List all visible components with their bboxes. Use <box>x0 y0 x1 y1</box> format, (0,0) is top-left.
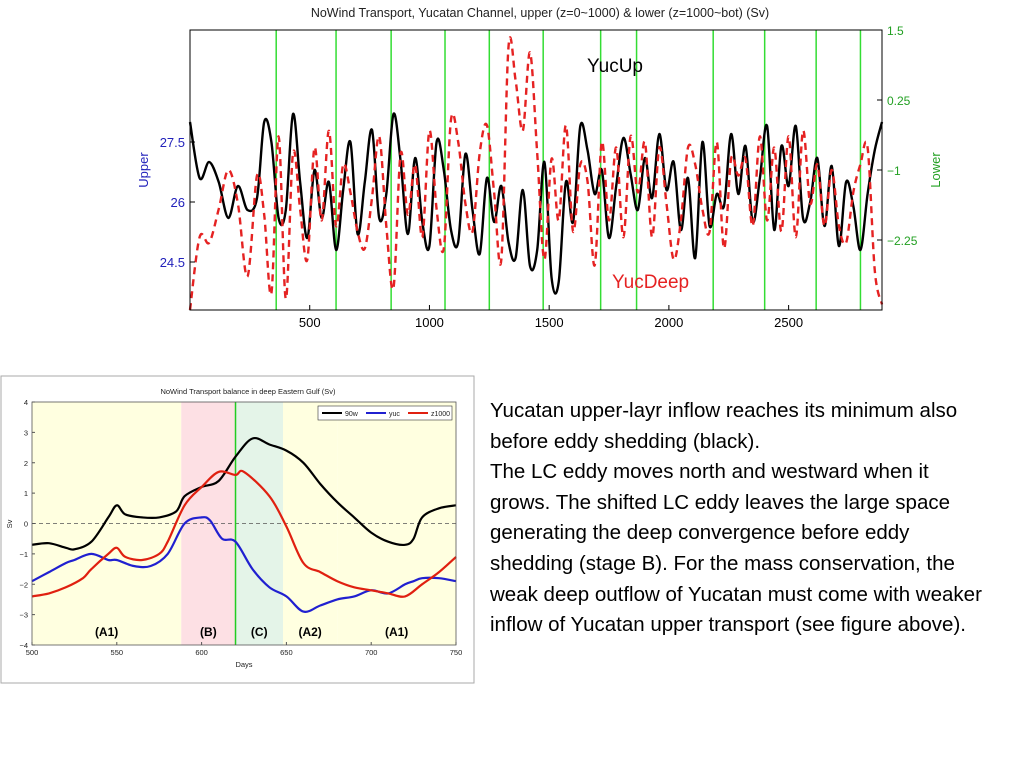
right-tick-label: 0.25 <box>887 94 911 108</box>
yucup-label: YucUp <box>587 56 643 77</box>
legend-label-90w: 90w <box>345 411 359 418</box>
yucdeep-label: YucDeep <box>612 272 689 293</box>
upper-lower-transport-chart: NoWind Transport, Yucatan Channel, upper… <box>136 6 943 330</box>
left-tick-label: 24.5 <box>160 255 185 270</box>
stage-label: (A1) <box>95 625 118 639</box>
x-tick-label: 700 <box>365 648 378 657</box>
y-tick-label: −1 <box>19 550 28 559</box>
y-tick-label: 2 <box>24 459 28 468</box>
chart2-y-label: Sv <box>5 519 14 528</box>
y-tick-label: 1 <box>24 489 28 498</box>
chart2-title: NoWind Transport balance in deep Eastern… <box>160 387 336 396</box>
explanation-text: Yucatan upper-layr inflow reaches its mi… <box>490 396 990 641</box>
chart2-legend: 90w yuc z1000 <box>317 405 453 421</box>
y-tick-label: −2 <box>19 580 28 589</box>
chart2-x-label: Days <box>235 660 252 669</box>
right-tick-label: −2.25 <box>887 234 918 248</box>
series-z1000-line <box>31 469 457 598</box>
x-tick-label: 500 <box>299 315 321 330</box>
x-tick-label: 1000 <box>415 315 444 330</box>
right-axis-label: Lower <box>928 152 943 188</box>
legend-label-z1000: z1000 <box>431 411 450 418</box>
legend-label-yuc: yuc <box>389 411 400 418</box>
x-tick-label: 550 <box>111 648 124 657</box>
x-tick-label: 2000 <box>654 315 683 330</box>
right-tick-label: 1.5 <box>887 24 904 38</box>
x-tick-label: 650 <box>280 648 293 657</box>
chart1-title: NoWind Transport, Yucatan Channel, upper… <box>311 6 769 20</box>
x-tick-label: 500 <box>26 648 39 657</box>
left-axis-label: Upper <box>136 152 151 188</box>
y-tick-label: 4 <box>24 398 28 407</box>
y-tick-label: 3 <box>24 428 28 437</box>
stage-label: (A1) <box>385 625 408 639</box>
y-tick-label: −3 <box>19 611 28 620</box>
explanation-paragraph-1: Yucatan upper-layr inflow reaches its mi… <box>490 399 958 453</box>
x-tick-label: 2500 <box>774 315 803 330</box>
y-tick-label: 0 <box>24 520 28 529</box>
series-yucdeep-line <box>188 36 884 311</box>
left-tick-label: 26 <box>171 195 185 210</box>
right-tick-label: −1 <box>887 164 901 178</box>
stage-label: (A2) <box>298 625 321 639</box>
y-tick-label: −4 <box>19 641 28 650</box>
x-tick-label: 750 <box>450 648 463 657</box>
explanation-paragraph-2: The LC eddy moves north and westward whe… <box>490 460 982 637</box>
left-tick-label: 27.5 <box>160 135 185 150</box>
stage-label: (B) <box>200 625 217 639</box>
stage-label: (C) <box>251 625 268 639</box>
series-90w-line <box>31 436 457 551</box>
x-tick-label: 600 <box>195 648 208 657</box>
x-tick-label: 1500 <box>535 315 564 330</box>
